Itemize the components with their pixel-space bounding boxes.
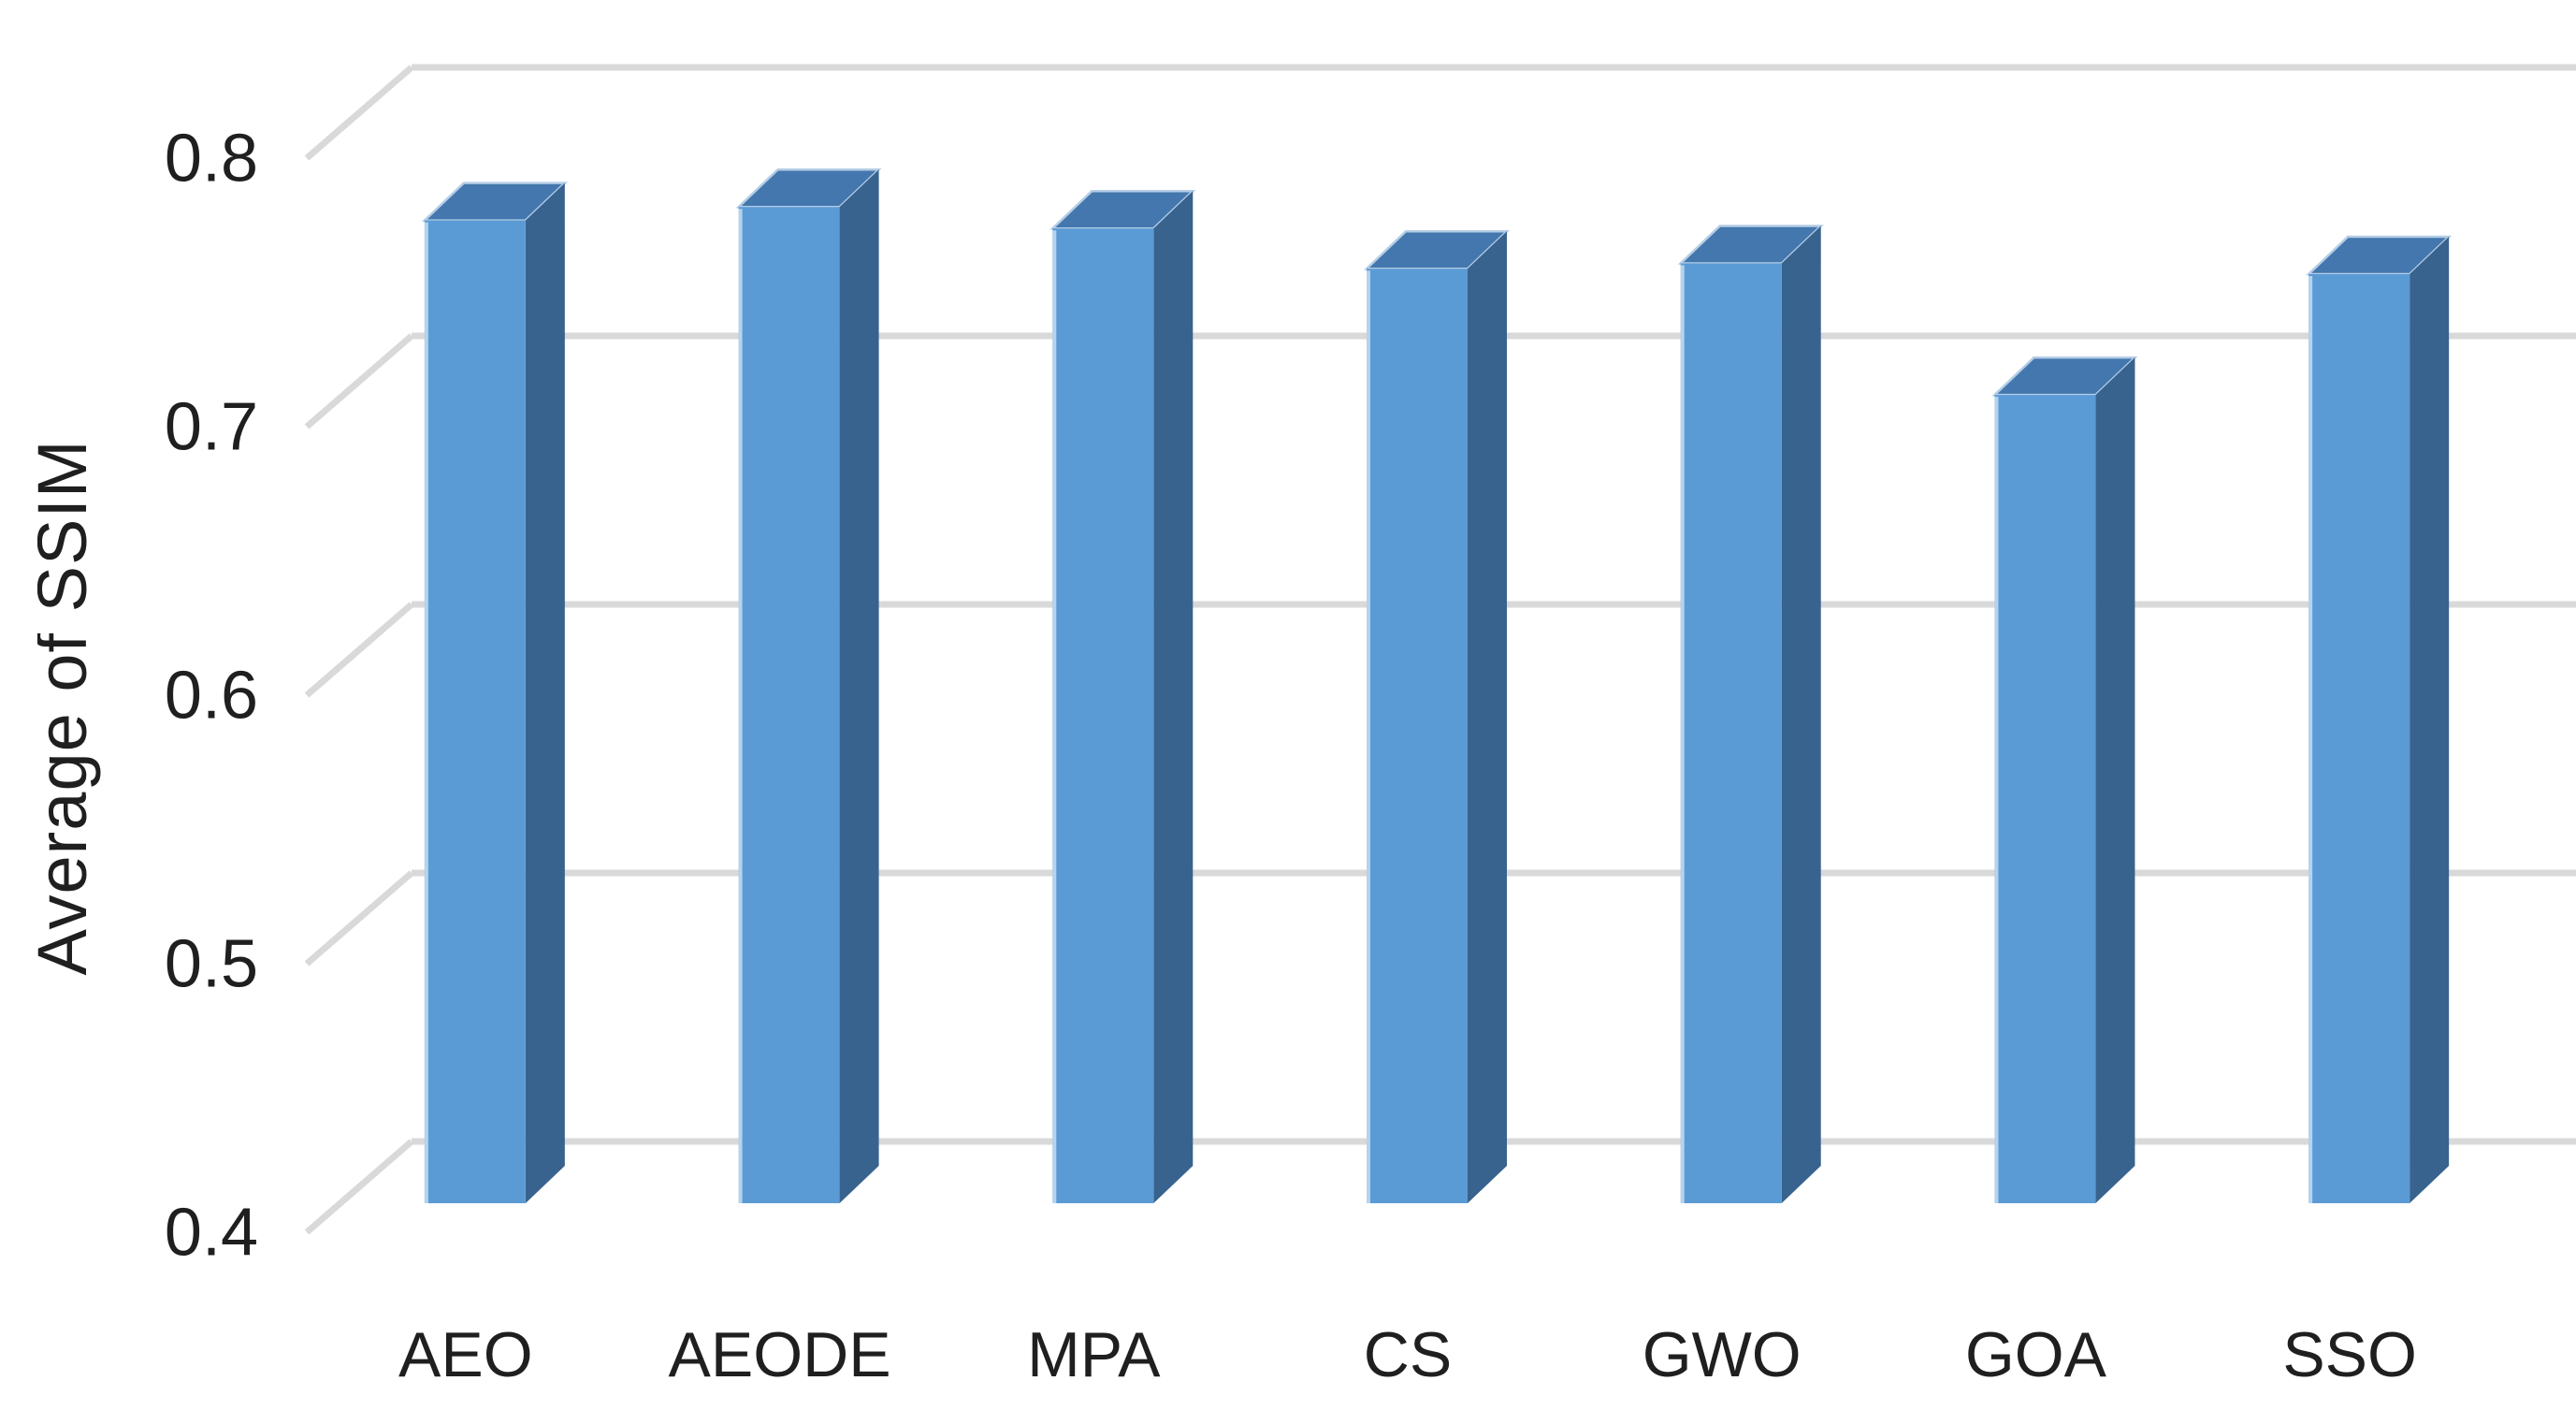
- x-category-label: MPA: [1027, 1319, 1161, 1390]
- y-tick-label: 0.7: [165, 389, 258, 464]
- bar-aeo: [421, 182, 568, 1204]
- tick-connector: [304, 1139, 414, 1235]
- y-axis-title: Average of SSIM: [37, 439, 101, 975]
- tick-connector: [304, 333, 414, 429]
- bar-front-face: [1994, 395, 2096, 1203]
- tick-connector: [304, 65, 414, 161]
- bar-side-face: [2095, 357, 2135, 1203]
- bar-side-face: [1781, 225, 1821, 1203]
- bar-front-face: [1680, 263, 1782, 1203]
- x-category-label: GOA: [1965, 1319, 2107, 1390]
- bar-front-face: [738, 207, 840, 1204]
- x-category-label: SSO: [2282, 1319, 2417, 1390]
- y-tick-label: 0.8: [165, 121, 258, 196]
- bar-front-face: [2308, 273, 2410, 1204]
- x-category-label: AEO: [398, 1319, 533, 1390]
- x-category-label: AEODE: [669, 1319, 891, 1390]
- bar-side-face: [2410, 236, 2450, 1204]
- bar-goa: [1991, 356, 2138, 1203]
- bar-cs: [1363, 229, 1511, 1204]
- tick-connector: [304, 870, 414, 967]
- bar-gwo: [1677, 225, 1824, 1203]
- bar-front-face: [1052, 228, 1154, 1204]
- x-category-label: GWO: [1643, 1319, 1802, 1390]
- y-tick-label: 0.5: [165, 926, 258, 1001]
- ssim-bar-chart: 0.8 0.7 0.6 0.5 0.4 AEO AEODE MPA CS GWO GOA SSO Av…: [37, 15, 2576, 1395]
- y-tick-label: 0.6: [165, 658, 258, 733]
- bar-front-face: [1367, 269, 1468, 1203]
- y-tick-label: 0.4: [165, 1195, 258, 1270]
- bar-side-face: [839, 169, 879, 1204]
- bars-layer: [421, 167, 2453, 1204]
- chart-svg: 0.8 0.7 0.6 0.5 0.4 AEO AEODE MPA CS GWO GOA SSO Av…: [37, 64, 2576, 1390]
- axis-labels-layer: 0.8 0.7 0.6 0.5 0.4 AEO AEODE MPA CS GWO GOA SSO: [165, 121, 2417, 1390]
- tick-connector: [304, 602, 414, 698]
- bar-front-face: [424, 220, 526, 1204]
- bar-side-face: [525, 182, 565, 1204]
- bar-side-face: [1153, 191, 1194, 1204]
- bar-aeode: [735, 167, 882, 1204]
- bar-mpa: [1049, 189, 1196, 1204]
- bar-side-face: [1468, 231, 1507, 1204]
- bar-sso: [2306, 235, 2453, 1204]
- x-category-label: CS: [1364, 1319, 1452, 1390]
